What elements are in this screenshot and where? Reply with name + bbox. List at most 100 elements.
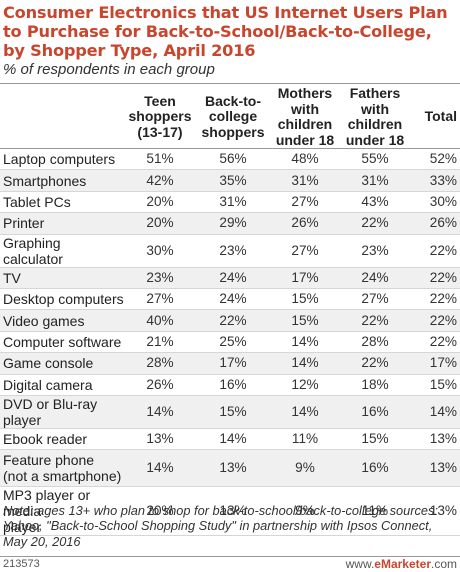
table-cell: 15% (410, 374, 460, 396)
column-header-line: with (291, 100, 319, 117)
table-cell: 28% (124, 352, 196, 375)
table-cell: 27% (340, 288, 410, 311)
table-cell: 28% (340, 331, 410, 354)
table-cell: 22% (196, 309, 270, 332)
table-cell: 22% (340, 212, 410, 235)
column-header: Teen shoppers (13-17) (124, 86, 196, 149)
table-cell: 22% (410, 288, 460, 311)
table-cell: 22% (410, 309, 460, 332)
column-header-line: (13-17) (137, 123, 183, 140)
column-header-line: shoppers (128, 108, 192, 125)
brand-prefix: www. (345, 557, 375, 571)
table-cell: 21% (124, 331, 196, 354)
column-header-line: with (361, 100, 389, 117)
table-cell: 14% (270, 352, 340, 375)
row-label: Ebook reader (0, 428, 124, 451)
row-label: Tablet PCs (0, 191, 124, 214)
column-header-line: Teen (144, 92, 176, 109)
table-row: Digital camera 26% 16% 12% 18% 15% (0, 374, 460, 396)
row-label-line: (not a smartphone) (3, 468, 122, 485)
table-cell: 22% (340, 352, 410, 375)
table-cell: 16% (340, 449, 410, 488)
chart-id: 213573 (3, 558, 40, 570)
table-cell: 15% (196, 395, 270, 429)
table-row: Laptop computers 51% 56% 48% 55% 52% (0, 148, 460, 171)
table-cell: 31% (340, 169, 410, 192)
row-label: DVD or Blu-ray player (0, 395, 124, 429)
table-cell: 25% (196, 331, 270, 354)
column-header: Mothers with children under 18 (270, 85, 340, 149)
table-cell: 22% (340, 309, 410, 332)
column-header: Back-to-college shoppers (196, 86, 270, 149)
table-cell: 13% (196, 486, 270, 537)
table-header: Teen shoppers (13-17) Back-to-college shoppe… (0, 85, 460, 149)
table-cell: 20% (124, 191, 196, 214)
column-header-line: children (347, 116, 403, 132)
table-cell: 27% (124, 288, 196, 311)
table-row: Video games 40% 22% 15% 22% 22% (0, 309, 460, 332)
table-cell: 13% (410, 449, 460, 488)
row-label: Game console (0, 352, 124, 375)
table-cell: 11% (340, 486, 410, 537)
row-label: Smartphones (0, 169, 124, 192)
table-cell: 17% (196, 352, 270, 375)
table-cell: 15% (270, 288, 340, 311)
table-cell: 26% (270, 212, 340, 235)
column-header-line: under 18 (275, 131, 335, 148)
table-cell: 55% (340, 148, 410, 171)
bottom-divider (0, 556, 460, 557)
table-row: Desktop computers 27% 24% 15% 27% 22% (0, 288, 460, 311)
table-cell: 12% (270, 374, 340, 396)
column-header-line: Mothers (277, 85, 333, 101)
table-cell: 27% (270, 191, 340, 214)
table-cell: 52% (410, 148, 460, 171)
table-cell: 26% (124, 374, 196, 396)
table-cell: 26% (410, 212, 460, 235)
brand-link[interactable]: www.eMarketer.com (346, 557, 457, 571)
table-row: Ebook reader 13% 14% 11% 15% 13% (0, 428, 460, 451)
table-cell: 14% (270, 331, 340, 354)
table-cell: 51% (124, 148, 196, 171)
row-label: Laptop computers (0, 148, 124, 171)
row-label: Desktop computers (0, 288, 124, 311)
table-cell: 13% (124, 428, 196, 451)
row-label: TV (0, 267, 124, 289)
row-label: Video games (0, 309, 124, 332)
table-cell: 13% (410, 428, 460, 451)
table-cell: 24% (196, 267, 270, 289)
table-cell: 14% (270, 395, 340, 429)
source-note: Note: ages 13+ who plan to shop for back… (3, 503, 438, 549)
table-cell: 27% (270, 234, 340, 268)
brand-suffix: .com (430, 557, 457, 571)
table-cell: 22% (410, 234, 460, 268)
row-label: Digital camera (0, 374, 124, 396)
table-cell: 14% (124, 395, 196, 429)
table-cell: 56% (196, 148, 270, 171)
table-cell: 31% (270, 169, 340, 192)
column-header-line: Total (424, 108, 457, 125)
column-header-line: shoppers (201, 123, 265, 140)
table-cell: 9% (270, 486, 340, 537)
row-label: Printer (0, 212, 124, 235)
data-table: Teen shoppers (13-17) Back-to-college shoppe… (0, 85, 460, 537)
table-cell: 11% (270, 428, 340, 451)
column-header: Fathers with children under 18 (340, 85, 410, 149)
table-cell: 22% (410, 331, 460, 354)
table-body: Laptop computers 51% 56% 48% 55% 52% Smartphon… (0, 148, 460, 537)
table-row: Feature phone (not a smartphone) 14% 13% 9% 1… (0, 449, 460, 488)
table-cell: 15% (340, 428, 410, 451)
table-cell: 16% (340, 395, 410, 429)
column-header: Total (410, 86, 460, 149)
column-header-line: children (277, 116, 333, 132)
table-row: Smartphones 42% 35% 31% 31% 33% (0, 169, 460, 192)
table-cell: 16% (196, 374, 270, 396)
table-row: Computer software 21% 25% 14% 28% 22% (0, 331, 460, 354)
row-label-line: Feature phone (3, 452, 95, 469)
table-cell: 20% (124, 212, 196, 235)
row-label: Feature phone (not a smartphone) (0, 449, 124, 488)
table-cell: 13% (410, 486, 460, 537)
table-cell: 14% (410, 395, 460, 429)
table-cell: 42% (124, 169, 196, 192)
header-row: Teen shoppers (13-17) Back-to-college shoppe… (0, 85, 460, 149)
table-row: Game console 28% 17% 14% 22% 17% (0, 352, 460, 375)
